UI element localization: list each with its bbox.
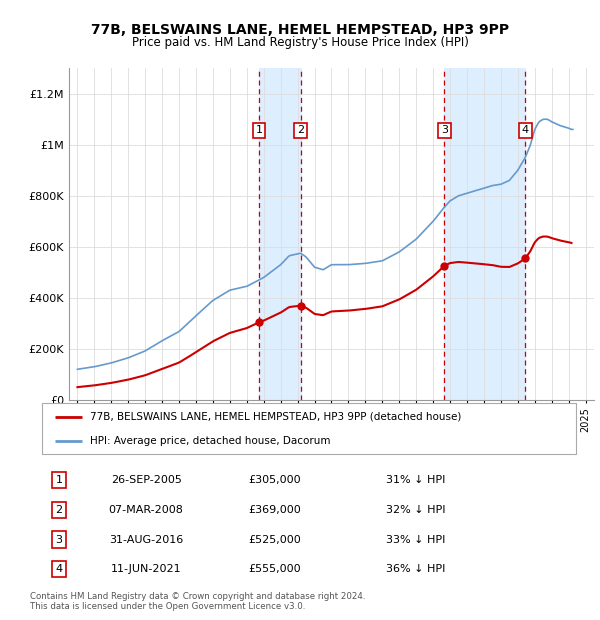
Text: 1: 1 (256, 125, 263, 135)
Text: 2: 2 (297, 125, 304, 135)
Text: £555,000: £555,000 (248, 564, 301, 574)
Text: 77B, BELSWAINS LANE, HEMEL HEMPSTEAD, HP3 9PP: 77B, BELSWAINS LANE, HEMEL HEMPSTEAD, HP… (91, 23, 509, 37)
Text: 4: 4 (56, 564, 62, 574)
Text: 31% ↓ HPI: 31% ↓ HPI (386, 475, 445, 485)
Text: This data is licensed under the Open Government Licence v3.0.: This data is licensed under the Open Gov… (30, 602, 305, 611)
Text: 33% ↓ HPI: 33% ↓ HPI (386, 534, 445, 544)
Text: 32% ↓ HPI: 32% ↓ HPI (386, 505, 446, 515)
Text: HPI: Average price, detached house, Dacorum: HPI: Average price, detached house, Daco… (90, 436, 331, 446)
Text: 26-SEP-2005: 26-SEP-2005 (110, 475, 182, 485)
Text: 36% ↓ HPI: 36% ↓ HPI (386, 564, 445, 574)
Text: £305,000: £305,000 (248, 475, 301, 485)
Text: 77B, BELSWAINS LANE, HEMEL HEMPSTEAD, HP3 9PP (detached house): 77B, BELSWAINS LANE, HEMEL HEMPSTEAD, HP… (90, 412, 461, 422)
Text: 31-AUG-2016: 31-AUG-2016 (109, 534, 183, 544)
Text: Contains HM Land Registry data © Crown copyright and database right 2024.: Contains HM Land Registry data © Crown c… (30, 592, 365, 601)
Text: Price paid vs. HM Land Registry's House Price Index (HPI): Price paid vs. HM Land Registry's House … (131, 36, 469, 48)
FancyBboxPatch shape (42, 403, 576, 454)
Text: 4: 4 (521, 125, 529, 135)
Text: 3: 3 (441, 125, 448, 135)
Text: 2: 2 (56, 505, 62, 515)
Text: 11-JUN-2021: 11-JUN-2021 (111, 564, 181, 574)
Text: 1: 1 (56, 475, 62, 485)
Bar (259, 68, 301, 400)
Text: 3: 3 (56, 534, 62, 544)
Text: £369,000: £369,000 (248, 505, 301, 515)
Bar (444, 68, 525, 400)
Text: £525,000: £525,000 (248, 534, 301, 544)
Text: 07-MAR-2008: 07-MAR-2008 (109, 505, 184, 515)
